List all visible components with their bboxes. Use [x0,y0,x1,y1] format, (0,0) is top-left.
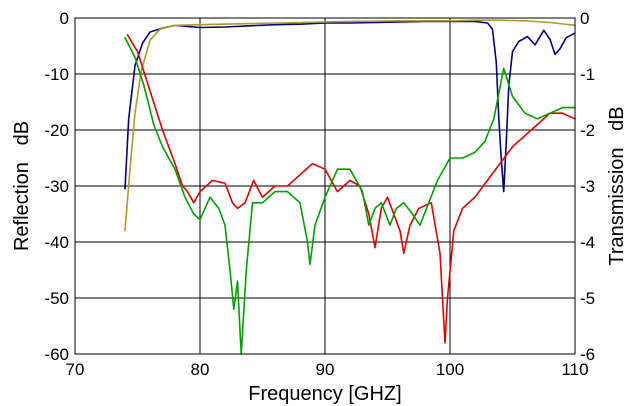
x-tick-label: 100 [436,360,464,379]
x-tick-label: 110 [561,360,588,379]
right-tick-label: 0 [580,9,589,28]
x-tick-label: 70 [66,360,85,379]
right-tick-label: -5 [580,289,595,308]
right-tick-label: -1 [580,65,595,84]
x-tick-label: 80 [191,360,210,379]
right-tick-label: -6 [580,345,595,364]
right-tick-label: -2 [580,121,595,140]
series-line-4 [124,36,576,355]
series-line-1 [124,20,576,193]
left-tick-label: -60 [44,345,69,364]
x-axis-ticks: 70 80 90 100 110 [66,360,589,379]
left-tick-label: -20 [44,121,69,140]
grid-lines [75,18,575,354]
right-axis-title: Transmission dB [606,106,628,265]
series-line-2 [124,19,576,232]
left-tick-label: -40 [44,233,69,252]
plot-frame [74,17,576,355]
series-layer [124,19,576,355]
x-tick-label: 90 [316,360,335,379]
right-axis-ticks: 0 -1 -2 -3 -4 -5 -6 [580,9,595,364]
left-axis-title: Reflection dB [11,121,33,251]
left-tick-label: -10 [44,65,69,84]
left-tick-label: -50 [44,289,69,308]
right-tick-label: -4 [580,233,595,252]
left-tick-label: -30 [44,177,69,196]
left-tick-label: 0 [60,9,69,28]
left-axis-ticks: 0 -10 -20 -30 -40 -50 -60 [44,9,69,364]
x-axis-title: Frequency [GHZ] [248,383,401,405]
right-tick-label: -3 [580,177,595,196]
